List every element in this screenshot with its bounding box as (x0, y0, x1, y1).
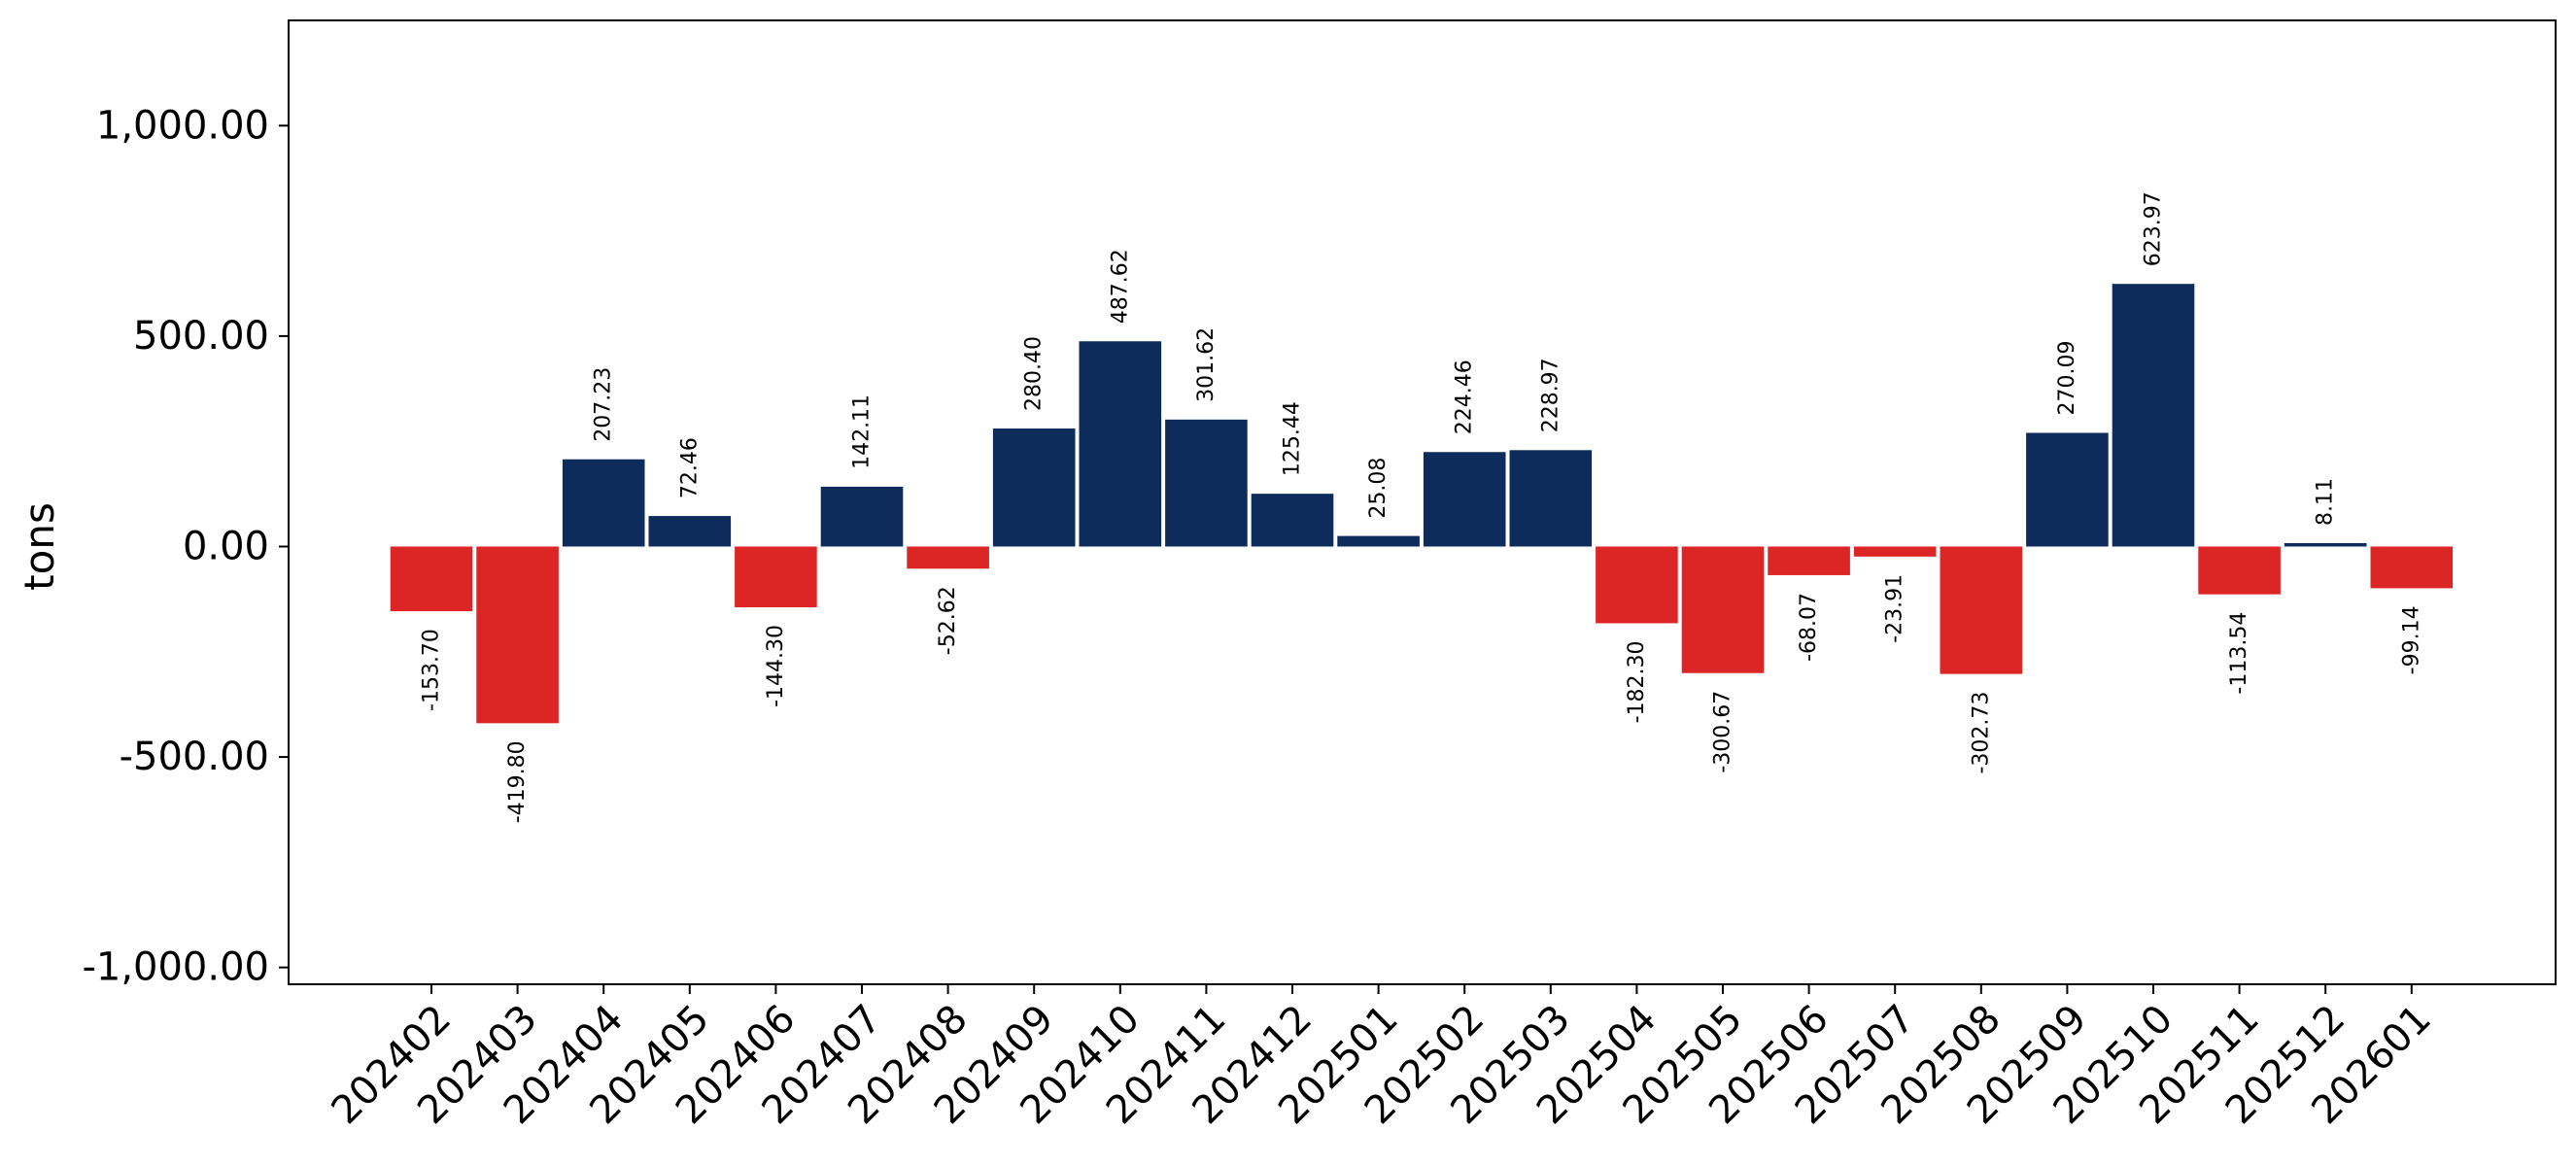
bar-202405 (648, 516, 732, 547)
bar-202404 (562, 459, 645, 547)
bar-value-label: -419.80 (505, 740, 530, 823)
bar-202503 (1509, 450, 1593, 547)
x-axis: 2024022024032024042024052024062024072024… (324, 984, 2440, 1133)
bar-value-label: -144.30 (764, 625, 788, 707)
bar-202512 (2284, 542, 2367, 547)
bar-202407 (820, 486, 904, 547)
plot-frame (288, 19, 2557, 985)
bar-value-label: 280.40 (1022, 336, 1047, 411)
bar-value-label: -113.54 (2227, 612, 2251, 695)
bar-value-label: 270.09 (2055, 341, 2079, 416)
bar-202509 (2026, 432, 2109, 547)
bar-value-label: -182.30 (1625, 640, 1649, 723)
bar-202511 (2198, 546, 2281, 595)
bar-value-label: 72.46 (677, 437, 702, 498)
bar-value-label: -300.67 (1711, 691, 1735, 773)
bar-value-label: -302.73 (1969, 692, 1993, 774)
bar-value-label: 487.62 (1108, 249, 1132, 324)
y-tick-label: 500.00 (133, 314, 269, 359)
y-tick-label: -500.00 (120, 735, 269, 779)
bar-202411 (1165, 419, 1248, 547)
bars-group (390, 284, 2454, 724)
bar-202501 (1337, 535, 1420, 547)
bar-value-label: -52.62 (936, 586, 960, 655)
bar-202406 (735, 546, 817, 607)
bar-value-label: 8.11 (2314, 478, 2338, 526)
bar-value-label: 224.46 (1453, 360, 1477, 434)
bar-value-label: 301.62 (1194, 327, 1219, 402)
bar-value-label: 623.97 (2142, 191, 2166, 266)
bar-value-label: -99.14 (2399, 605, 2423, 674)
y-axis: -1,000.00 -500.00 0.00 500.00 1,000.00 (82, 103, 289, 990)
bar-202412 (1251, 494, 1334, 547)
bar-value-label: 228.97 (1538, 358, 1563, 432)
bar-202504 (1596, 546, 1678, 624)
bar-value-label: -68.07 (1797, 593, 1821, 662)
y-tick-label: 0.00 (183, 524, 269, 568)
bar-202403 (476, 546, 559, 724)
bar-202410 (1079, 341, 1162, 547)
bar-value-label: 25.08 (1366, 458, 1391, 519)
bar-202510 (2112, 284, 2195, 547)
y-tick-label: -1,000.00 (82, 945, 269, 990)
bar-202402 (390, 546, 473, 612)
bar-202507 (1853, 546, 1937, 557)
bar-value-label: -153.70 (420, 629, 444, 711)
bar-labels-group: -153.70 -419.80 207.23 72.46 -144.30 142.11 -5… (420, 191, 2424, 823)
y-tick-label: 1,000.00 (96, 103, 269, 148)
bar-202506 (1768, 546, 1850, 575)
bar-value-label: -23.91 (1883, 574, 1907, 643)
bar-202601 (2370, 546, 2454, 589)
bar-202505 (1681, 546, 1765, 673)
y-axis-label: tons (16, 502, 63, 591)
bar-value-label: 207.23 (592, 367, 616, 442)
bar-202502 (1423, 452, 1506, 547)
bar-value-label: 142.11 (850, 394, 875, 469)
bar-202408 (907, 546, 989, 569)
bar-202409 (992, 428, 1076, 547)
bar-202508 (1940, 546, 2023, 674)
bar-value-label: 125.44 (1281, 401, 1305, 476)
